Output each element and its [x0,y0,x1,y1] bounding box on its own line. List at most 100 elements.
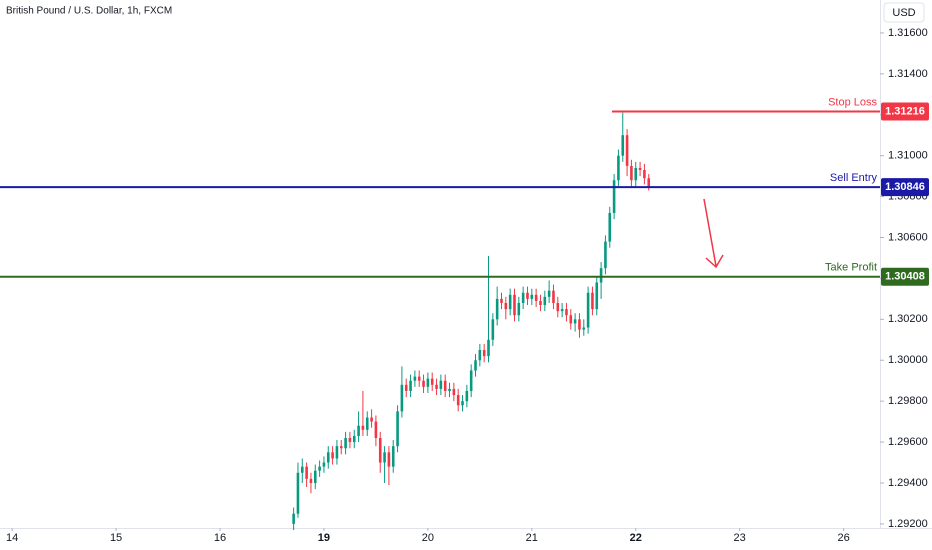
candle-body [539,300,542,306]
x-tick-label: 16 [214,532,226,544]
x-tick-label: 23 [734,532,746,544]
y-tick-label: 1.30000 [888,354,928,366]
y-tick-label: 1.29600 [888,436,928,448]
candle-body [318,466,321,471]
candle-body [569,315,573,324]
candle-body [335,446,339,459]
candle-body [300,466,304,473]
candle-body [456,395,460,406]
level-name: Stop Loss [828,96,877,108]
candle-body [500,298,503,303]
candle-body [426,378,430,387]
y-tick-label: 1.31400 [888,68,928,80]
candle-body [487,339,490,357]
y-tick-label: 1.30200 [888,313,928,325]
candle-body [357,425,360,436]
candle-body [612,180,616,213]
candle-body [331,452,334,459]
candle-body [430,378,434,385]
y-tick-label: 1.29400 [888,477,928,489]
candle-body [469,370,473,391]
candle-body [595,282,599,310]
candle-body [474,360,477,371]
candle-body [517,302,521,316]
y-tick-label: 1.30600 [888,231,928,243]
candle-body [504,302,508,310]
candle-body [413,376,417,381]
level-price-label: 1.30408 [885,271,925,283]
candle-body [560,309,564,312]
x-tick-label: 15 [110,532,122,544]
candle-body [617,155,620,181]
candle-body [599,268,603,283]
candle-body [630,165,633,181]
currency-button[interactable]: USD [883,2,925,23]
candle-body [465,390,469,402]
candle-body [387,452,391,467]
y-tick-label: 1.29800 [888,395,928,407]
candle-body [556,302,560,312]
candle-body [292,513,295,524]
currency-button-frame[interactable] [883,2,925,23]
candle-body [439,380,443,389]
candle-body [482,350,486,357]
candle-body [578,319,581,330]
candle-body [378,437,382,463]
candle-body [365,417,369,430]
candle-body [530,294,534,299]
candle-body [543,296,547,306]
candle-body [526,292,529,299]
candle-body [348,437,352,443]
candle-body [296,472,300,514]
candle-body [313,470,317,483]
candle-body [344,437,347,449]
candle-body [443,380,447,391]
currency-label[interactable]: USD [892,7,915,19]
candle-body [625,135,629,166]
x-tick-label: 14 [6,532,18,544]
candle-body [508,294,512,310]
candle-body [305,466,308,479]
level-price-label: 1.31216 [885,105,925,117]
x-tick-label: 20 [422,532,434,544]
level-price-box [881,102,929,121]
y-tick-label: 1.31000 [888,150,928,162]
candle-body [604,241,607,269]
level-name: Take Profit [825,262,877,274]
candle-body [478,350,482,361]
candle-body [404,384,408,391]
candle-body [309,478,313,483]
arrow-shaft [703,198,717,267]
candle-body [400,384,404,412]
candle-body [361,425,365,430]
x-tick-label: 19 [318,532,330,544]
candle-body [521,292,525,303]
candle-body [435,384,438,389]
candle-body [370,417,373,422]
level-price-box [881,178,929,197]
candle-body [647,178,651,187]
candle-body [452,388,456,396]
candle-body [396,411,399,447]
candle-body [586,292,590,328]
level-name: Sell Entry [830,172,878,184]
candle-body [391,446,395,467]
candle-body [634,167,638,181]
x-tick-label: 22 [630,532,642,544]
candle-body [422,380,425,387]
y-tick-label: 1.29200 [888,518,928,530]
chart-title: British Pound / U.S. Dollar, 1h, FXCM [6,6,172,17]
y-tick-label: 1.31600 [888,27,928,39]
candle-body [322,462,326,467]
level-price-box [881,267,929,286]
candle-body [608,212,612,242]
candle-body [374,421,378,438]
candle-body [326,452,330,463]
candle-body [547,290,551,297]
x-tick-label: 26 [837,532,849,544]
x-tick-label: 21 [526,532,538,544]
candle-body [573,319,577,324]
